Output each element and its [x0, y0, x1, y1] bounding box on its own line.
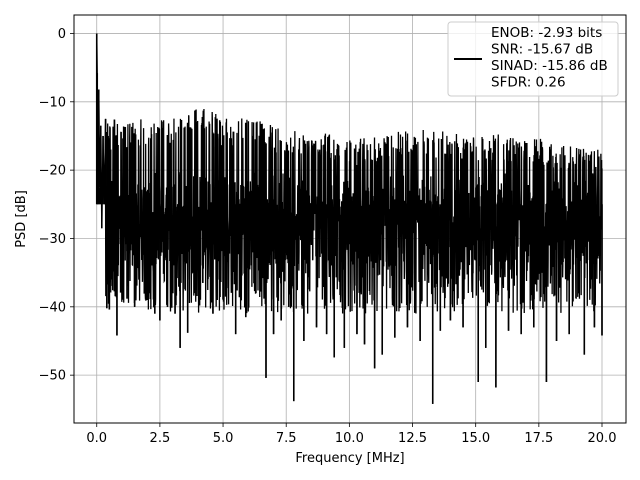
x-tick-label: 2.5	[150, 431, 171, 446]
legend: ENOB: -2.93 bits SNR: -15.67 dB SINAD: -…	[447, 21, 619, 97]
x-tick-label: 20.0	[588, 431, 617, 446]
legend-line-snr: SNR: -15.67 dB	[491, 42, 593, 58]
x-tick-label: 5.0	[213, 431, 234, 446]
plot-frame	[73, 14, 627, 424]
legend-box	[447, 21, 619, 97]
y-tick-label: −10	[39, 95, 66, 110]
x-tick-label: 0.0	[86, 431, 107, 446]
psd-series-line	[96, 33, 603, 404]
y-tick-label: −20	[39, 164, 66, 179]
x-tick-label: 12.5	[398, 431, 427, 446]
legend-line-enob: ENOB: -2.93 bits	[491, 25, 602, 41]
y-tick-label: 0	[58, 27, 66, 42]
y-tick-label: −30	[39, 232, 66, 247]
y-tick-label: −40	[39, 300, 66, 315]
x-axis-label: Frequency [MHz]	[295, 451, 404, 466]
x-tick-label: 15.0	[461, 431, 490, 446]
y-tick-label: −50	[39, 369, 66, 384]
y-axis-label: PSD [dB]	[14, 190, 29, 248]
x-tick-label: 10.0	[335, 431, 364, 446]
x-tick-label: 7.5	[276, 431, 297, 446]
x-tick-label: 17.5	[524, 431, 553, 446]
legend-line-sfdr: SFDR: 0.26	[491, 75, 566, 91]
legend-line-sinad: SINAD: -15.86 dB	[491, 58, 608, 74]
series-layer	[95, 33, 603, 404]
axis-ticks: 0.0 2.5 5.0 7.5 10.0 12.5 15.0 17.5 20.0 0 −10 −20 −…	[39, 27, 617, 446]
